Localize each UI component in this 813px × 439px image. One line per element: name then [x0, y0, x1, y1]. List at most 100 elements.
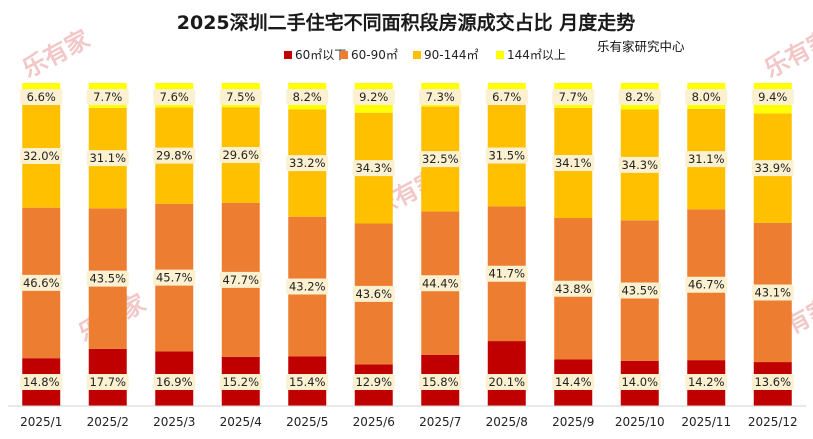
data-label: 8.0%: [692, 90, 721, 104]
watermark-4: 乐有家: [760, 25, 813, 84]
data-label: 33.9%: [754, 161, 791, 175]
data-label-bg: [685, 151, 728, 168]
data-label: 7.3%: [426, 90, 455, 104]
legend-label-2: 90-144㎡: [424, 48, 479, 62]
data-label-bg: [618, 156, 661, 173]
data-label: 43.5%: [621, 284, 658, 298]
data-label: 33.2%: [289, 156, 326, 170]
x-tick-label: 2025/1: [20, 415, 62, 429]
data-label-bg: [286, 155, 329, 172]
data-label: 14.2%: [688, 375, 725, 389]
data-label-bg: [485, 265, 528, 282]
data-label: 7.6%: [160, 90, 189, 104]
data-label: 43.2%: [289, 279, 326, 293]
data-label-bg: [419, 151, 462, 168]
legend-label-1: 60-90㎡: [351, 48, 398, 62]
data-label-bg: [286, 89, 329, 105]
chart-title: 2025深圳二手住宅不同面积段房源成交占比 月度走势: [177, 11, 636, 34]
x-tick-label: 2025/10: [615, 415, 665, 429]
x-tick-label: 2025/11: [681, 415, 731, 429]
data-label-bg: [20, 274, 63, 291]
data-label-bg: [485, 374, 528, 390]
data-label: 16.9%: [156, 375, 193, 389]
data-label-bg: [751, 284, 794, 301]
data-label: 32.0%: [23, 149, 60, 163]
data-label-bg: [20, 89, 63, 105]
x-tick-label: 2025/5: [286, 415, 328, 429]
data-label-bg: [485, 147, 528, 164]
data-label-bg: [552, 89, 595, 105]
data-label: 8.2%: [625, 90, 654, 104]
x-tick-label: 2025/7: [419, 415, 461, 429]
plot-area: 14.8% 46.6% 32.0% 6.6% 17.7% 43.5% 31.1% 7.7% 16…: [20, 83, 794, 406]
data-label: 14.4%: [555, 375, 592, 389]
data-label-bg: [352, 374, 395, 390]
data-label: 44.4%: [422, 276, 459, 290]
data-label: 41.7%: [488, 267, 525, 281]
data-label: 6.6%: [27, 90, 56, 104]
data-label: 34.3%: [621, 158, 658, 172]
data-label: 14.8%: [23, 375, 60, 389]
data-label: 31.1%: [688, 152, 725, 166]
data-label: 34.3%: [355, 161, 392, 175]
data-label: 47.7%: [222, 273, 259, 287]
data-label: 14.0%: [621, 375, 658, 389]
x-tick-label: 2025/8: [486, 415, 528, 429]
x-tick-label: 2025/4: [220, 415, 262, 429]
data-label-bg: [618, 374, 661, 390]
data-label-bg: [419, 374, 462, 390]
data-label: 34.1%: [555, 156, 592, 170]
x-tick-label: 2025/3: [153, 415, 195, 429]
data-label: 46.7%: [688, 278, 725, 292]
data-label-bg: [153, 374, 196, 390]
data-label: 32.5%: [422, 152, 459, 166]
data-label: 6.7%: [492, 90, 521, 104]
legend-label-0: 60㎡以下: [295, 48, 346, 62]
data-label: 7.7%: [93, 90, 122, 104]
data-label-bg: [86, 270, 129, 287]
data-label-bg: [685, 276, 728, 293]
x-tick-label: 2025/6: [353, 415, 395, 429]
data-label-bg: [286, 374, 329, 390]
data-label-bg: [153, 147, 196, 164]
x-tick-label: 2025/9: [552, 415, 594, 429]
data-label-bg: [153, 269, 196, 286]
data-label-bg: [352, 160, 395, 177]
x-axis-ticks: 2025/1 2025/2 2025/3 2025/4 2025/5 2025/6 2025…: [20, 415, 798, 429]
data-label-bg: [685, 89, 728, 105]
data-label: 45.7%: [156, 271, 193, 285]
data-label: 43.5%: [89, 272, 126, 286]
data-label: 31.1%: [89, 151, 126, 165]
data-label-bg: [286, 278, 329, 295]
data-label: 13.6%: [754, 375, 791, 389]
data-label-bg: [419, 275, 462, 292]
data-label: 9.2%: [359, 90, 388, 104]
data-label: 29.8%: [156, 149, 193, 163]
data-label-bg: [618, 89, 661, 105]
data-label-bg: [618, 282, 661, 299]
data-label: 29.6%: [222, 148, 259, 162]
data-label-bg: [86, 150, 129, 167]
data-label-bg: [751, 374, 794, 390]
data-label-bg: [751, 160, 794, 177]
data-label: 43.1%: [754, 285, 791, 299]
data-label: 7.7%: [559, 90, 588, 104]
x-tick-label: 2025/2: [87, 415, 129, 429]
data-label: 46.6%: [23, 276, 60, 290]
data-label-bg: [552, 280, 595, 297]
data-label: 43.6%: [355, 287, 392, 301]
data-label-bg: [352, 285, 395, 302]
data-label-bg: [552, 374, 595, 390]
legend-swatch-2: [413, 51, 421, 59]
data-label-bg: [20, 374, 63, 390]
data-label: 9.4%: [758, 90, 787, 104]
data-label: 15.4%: [289, 375, 326, 389]
data-label-bg: [219, 271, 262, 288]
legend-label-3: 144㎡以上: [507, 48, 566, 62]
bar-segment: [487, 341, 526, 406]
data-label-bg: [219, 374, 262, 390]
data-label-bg: [485, 89, 528, 105]
legend-swatch-0: [284, 51, 292, 59]
data-label: 15.2%: [222, 375, 259, 389]
